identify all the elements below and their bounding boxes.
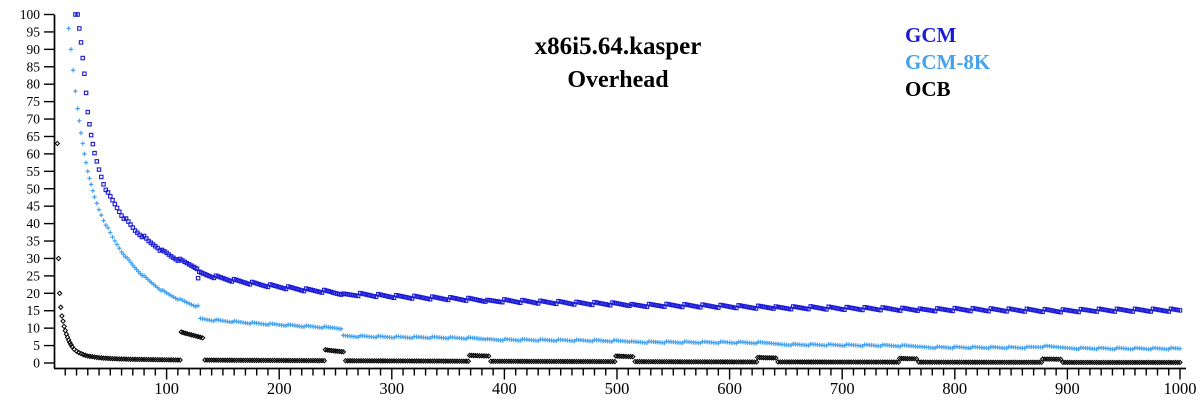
x-tick-label: 400 xyxy=(492,379,517,398)
chart-subtitle: Overhead xyxy=(567,67,669,93)
x-tick-label: 300 xyxy=(379,379,404,398)
y-tick-label: 80 xyxy=(27,77,41,92)
y-tick-label: 30 xyxy=(27,251,41,266)
y-tick-label: 70 xyxy=(27,112,41,127)
series-OCB xyxy=(54,140,1183,366)
y-tick-label: 90 xyxy=(27,42,41,57)
y-tick-label: 10 xyxy=(27,321,41,336)
x-tick-label: 700 xyxy=(830,379,855,398)
y-tick-label: 25 xyxy=(27,268,41,283)
axes xyxy=(53,14,1186,370)
legend: GCM GCM-8K OCB xyxy=(905,22,990,103)
x-tick-label: 500 xyxy=(605,379,630,398)
y-tick-label: 35 xyxy=(27,234,41,249)
x-tick-label: 200 xyxy=(267,379,292,398)
y-tick-label: 20 xyxy=(27,286,41,301)
series-GCM-8K xyxy=(66,26,1183,352)
y-tick-label: 55 xyxy=(27,164,41,179)
y-tick-label: 0 xyxy=(33,356,40,371)
y-tick-label: 85 xyxy=(27,59,41,74)
y-tick-label: 15 xyxy=(27,303,41,318)
legend-item-gcm-8k: GCM-8K xyxy=(905,50,991,74)
legend-item-gcm: GCM xyxy=(905,23,957,47)
y-ticks: 0 5 10 15 20 25 30 35 40 45 50 55 60 65 70 75 80 85 90 95 10… xyxy=(20,7,54,371)
legend-item-ocb: OCB xyxy=(905,77,951,101)
x-tick-label: 600 xyxy=(717,379,742,398)
y-tick-label: 75 xyxy=(27,94,41,109)
x-tick-label: 800 xyxy=(942,379,967,398)
y-tick-label: 40 xyxy=(27,216,41,231)
x-ticks: 100 200 300 400 500 600 700 800 900 1000 xyxy=(64,368,1197,398)
y-tick-label: 100 xyxy=(20,7,41,22)
chart-title: x86i5.64.kasper xyxy=(534,33,702,60)
y-tick-label: 65 xyxy=(27,129,41,144)
x-tick-label: 100 xyxy=(154,379,179,398)
y-tick-label: 45 xyxy=(27,199,41,214)
x-tick-label: 1000 xyxy=(1164,379,1197,398)
x-tick-label: 900 xyxy=(1055,379,1080,398)
y-tick-label: 95 xyxy=(27,24,41,39)
y-tick-label: 50 xyxy=(27,181,41,196)
y-tick-label: 60 xyxy=(27,146,41,161)
y-tick-label: 5 xyxy=(33,338,40,353)
series-GCM xyxy=(73,12,1183,315)
